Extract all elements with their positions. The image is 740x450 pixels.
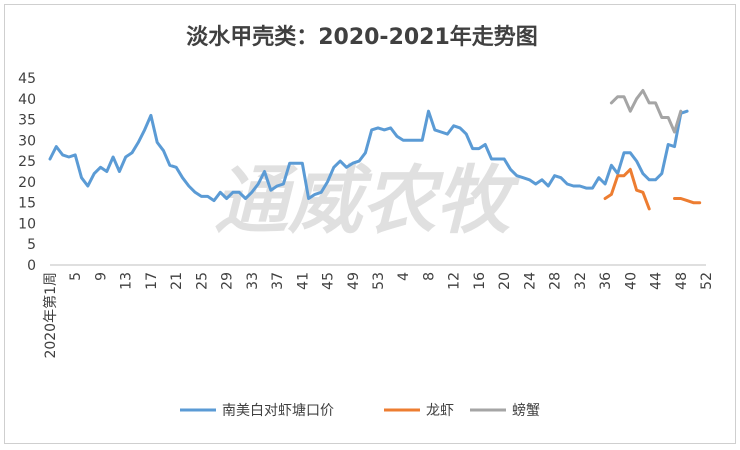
- x-tick-label: 45: [321, 272, 337, 290]
- y-tick-label: 20: [18, 175, 36, 191]
- x-tick-label: 32: [573, 272, 589, 290]
- y-axis: 0 5 10 15 20 25 30 35 40 45: [18, 71, 36, 274]
- x-tick-label: 52: [699, 272, 715, 290]
- x-tick-label: 36: [598, 272, 614, 290]
- y-tick-label: 0: [27, 258, 36, 274]
- x-tick-label: 21: [169, 272, 185, 290]
- x-tick-label: 2020年第1周: [42, 272, 59, 359]
- x-tick-label: 20: [497, 272, 513, 290]
- legend-label: 南美白对虾塘口价: [222, 403, 334, 419]
- x-tick-label: 16: [472, 272, 488, 290]
- x-tick-label: 13: [119, 272, 135, 290]
- x-tick-label: 12: [447, 272, 463, 290]
- legend-label: 龙虾: [426, 403, 454, 419]
- x-tick-label: 44: [649, 272, 665, 290]
- legend: 南美白对虾塘口价 龙虾 螃蟹: [180, 402, 540, 419]
- x-tick-label: 41: [295, 272, 311, 290]
- x-tick-label: 33: [245, 272, 261, 290]
- x-tick-label: 28: [548, 272, 564, 290]
- y-tick-label: 45: [18, 71, 36, 87]
- y-tick-label: 25: [18, 154, 36, 170]
- y-tick-label: 10: [18, 216, 36, 232]
- x-axis: 2020年第1周 5 9 13 17 21 25 29 33 37 41 45 49 53 4 8 12 16 20…: [42, 272, 715, 359]
- chart-frame: [4, 4, 736, 444]
- watermark: 通威农牧: [214, 158, 521, 244]
- y-tick-label: 40: [18, 92, 36, 108]
- series-line-1: [48, 109, 689, 203]
- y-tick-label: 35: [18, 113, 36, 129]
- series-layer: [48, 89, 702, 211]
- x-tick-label: 9: [93, 272, 109, 281]
- series-line-2-part-2: [673, 197, 702, 205]
- y-tick-label: 5: [27, 237, 36, 253]
- series-line-3: [609, 89, 683, 134]
- x-tick-label: 48: [674, 272, 690, 290]
- y-tick-label: 30: [18, 133, 36, 149]
- x-tick-label: 17: [144, 272, 160, 290]
- x-tick-label: 29: [220, 272, 236, 290]
- chart-title: 淡水甲壳类：2020-2021年走势图: [186, 24, 538, 50]
- x-tick-label: 5: [68, 272, 84, 281]
- x-tick-label: 49: [346, 272, 362, 290]
- x-tick-label: 37: [270, 272, 286, 290]
- x-tick-label: 40: [623, 272, 639, 290]
- x-tick-label: 4: [396, 272, 412, 281]
- x-tick-label: 25: [194, 272, 210, 290]
- x-tick-label: 24: [522, 272, 538, 290]
- legend-label: 螃蟹: [512, 402, 540, 419]
- x-tick-label: 8: [421, 272, 437, 281]
- series-line-2-part-1: [603, 167, 651, 211]
- y-tick-label: 15: [18, 196, 36, 212]
- x-tick-label: 53: [371, 272, 387, 290]
